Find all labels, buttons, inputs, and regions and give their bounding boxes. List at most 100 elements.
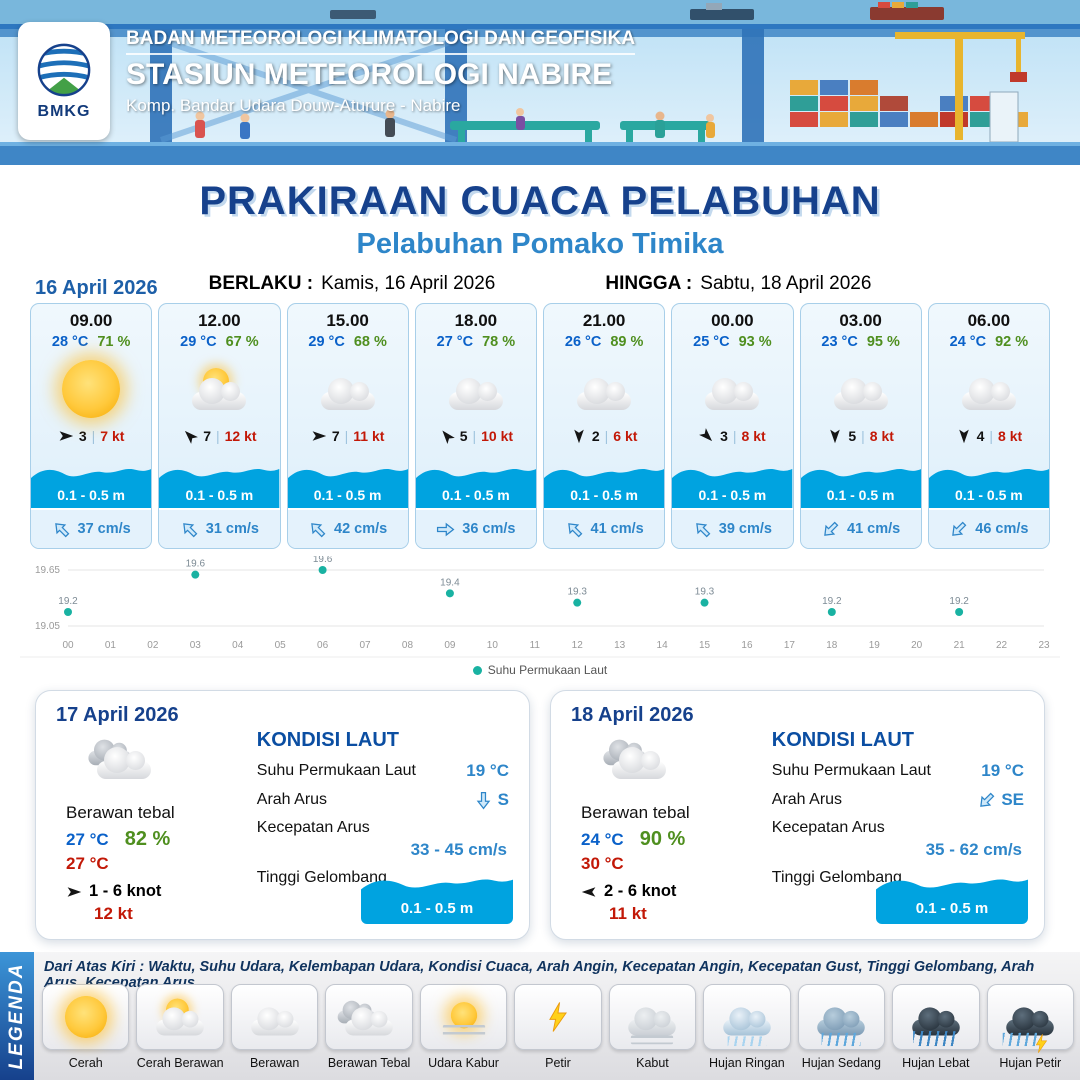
- current-row: 41 cm/s: [800, 508, 921, 548]
- forecast-card: 03.00 23 °C 95 % 5 | 8 kt 0.1 - 0.5 m: [799, 303, 922, 549]
- current-row: 42 cm/s: [287, 508, 408, 548]
- wind-speed: 8 kt: [869, 428, 894, 444]
- current-direction-letter: SE: [1001, 790, 1024, 809]
- wind-direction-icon: [958, 429, 969, 444]
- svg-text:19.4: 19.4: [440, 577, 460, 588]
- wave-height-value: 0.1 - 0.5 m: [442, 487, 510, 503]
- temp-min: 24 °C: [581, 830, 624, 849]
- legend-item-label: Udara Kabur: [428, 1056, 499, 1070]
- temp-humidity-row: 29 °C 67 %: [180, 334, 259, 350]
- card-weather-icon-slot: [568, 351, 640, 427]
- daily-card-17: 17 April 2026 Berawan tebal 27 °C 82 % 2…: [35, 690, 530, 940]
- udara-kabur-icon: [432, 991, 495, 1042]
- svg-text:14: 14: [657, 640, 669, 651]
- sea-conditions-title: KONDISI LAUT: [771, 729, 914, 751]
- legend-item: Hujan Lebat: [892, 984, 980, 1070]
- berawan-icon: [696, 360, 768, 418]
- daily-weather-icon-slot: [603, 729, 675, 791]
- svg-text:02: 02: [147, 640, 159, 651]
- legend-item-icon-box: [230, 984, 319, 1050]
- crane: [895, 32, 1027, 140]
- cerah-berawan-icon: [183, 360, 255, 418]
- svg-text:23: 23: [1038, 640, 1050, 651]
- card-humidity: 95 %: [866, 334, 900, 350]
- card-time: 15.00: [326, 311, 369, 330]
- current-speed: 37 cm/s: [77, 521, 131, 537]
- current-direction-row: Arah Arus SE: [772, 790, 1024, 810]
- divider: |: [472, 428, 477, 444]
- current-direction-icon: [824, 521, 839, 536]
- harbor-illustration: [0, 0, 1080, 165]
- station-name: STASIUN METEOROLOGI NABIRE: [126, 58, 613, 91]
- svg-text:11: 11: [530, 640, 541, 651]
- bmkg-logo-icon: [37, 43, 91, 97]
- current-speed-value: 33 - 45 cm/s: [410, 840, 507, 859]
- wave-icon: [159, 469, 280, 510]
- svg-text:19.6: 19.6: [186, 559, 206, 570]
- wave-height-band: 0.1 - 0.5 m: [159, 462, 280, 510]
- wave-height-value: 0.1 - 0.5 m: [698, 487, 767, 503]
- legend-item-icon-box: [892, 984, 980, 1050]
- legend-item-label: Hujan Ringan: [709, 1056, 785, 1070]
- wind-speed: 11 kt: [353, 428, 385, 444]
- card-time: 21.00: [582, 311, 626, 330]
- wind-direction-icon: [574, 429, 584, 444]
- kabut-icon: [621, 991, 684, 1045]
- bmkg-logo-label: BMKG: [37, 103, 91, 120]
- card-temperature: 28 °C: [51, 334, 89, 350]
- divider: |: [604, 428, 609, 444]
- card-temperature: 29 °C: [180, 334, 217, 350]
- cerah-icon: [55, 360, 127, 418]
- current-row: 37 cm/s: [31, 508, 152, 548]
- berawan-tebal-icon: [337, 991, 400, 1042]
- current-direction-icon: [437, 522, 455, 536]
- berawan-icon: [243, 991, 306, 1042]
- legend-item-icon-box: [608, 984, 697, 1050]
- sst-value: 19 °C: [466, 761, 509, 780]
- current-row: 31 cm/s: [159, 508, 280, 548]
- wind-value: 3: [78, 428, 87, 444]
- current-row: 41 cm/s: [544, 508, 665, 548]
- wind-row: 7 | 12 kt: [182, 428, 257, 444]
- legend-item-label: Kabut: [636, 1056, 669, 1070]
- wave-height-value: 0.1 - 0.5 m: [185, 487, 254, 503]
- current-row: 39 cm/s: [672, 508, 793, 548]
- card-temperature: 24 °C: [949, 334, 987, 350]
- daily-date: 18 April 2026: [571, 704, 694, 726]
- legend-item-icon-box: [325, 984, 413, 1050]
- card-temperature: 27 °C: [436, 334, 474, 350]
- daily-card-18: 18 April 2026 Berawan tebal 24 °C 90 % 3…: [550, 690, 1045, 940]
- berawan-icon: [825, 360, 897, 418]
- legend-item-icon-box: [703, 984, 791, 1050]
- legend-item-icon-box: [986, 984, 1074, 1053]
- people: [195, 108, 715, 139]
- wind-speed: 10 kt: [481, 428, 514, 444]
- temp-humidity-row: 25 °C 93 %: [693, 334, 772, 350]
- svg-text:09: 09: [444, 640, 456, 651]
- legend-item-label: Hujan Lebat: [902, 1056, 970, 1070]
- current-speed-row: Kecepatan Arus: [772, 819, 1024, 837]
- forecast-card: 21.00 26 °C 89 % 2 | 6 kt 0.1 - 0.5 m: [543, 303, 666, 549]
- forecast-card: 18.00 27 °C 78 % 5 | 10 kt 0.1 - 0.5 m: [414, 303, 537, 549]
- wave-height-value: 0.1 - 0.5 m: [313, 487, 382, 503]
- current-direction-icon: [54, 522, 69, 537]
- wave-height-value: 0.1 - 0.5 m: [57, 487, 125, 503]
- condition-label: Berawan tebal: [66, 803, 175, 822]
- wind-speed: 6 kt: [613, 428, 638, 444]
- legend-item-icon-box: [514, 984, 602, 1050]
- hujan-lebat-icon: [904, 991, 967, 1047]
- port-name: Pelabuhan Pomako Timika: [356, 228, 724, 260]
- svg-text:00: 00: [62, 640, 74, 651]
- current-direction-label: Arah Arus: [771, 791, 843, 808]
- wave-icon: [672, 469, 793, 510]
- daily-weather-icon-slot: [88, 729, 160, 791]
- wave-height-label: Tinggi Gelombang: [771, 869, 902, 886]
- legend-tiles-row: Cerah Cerah Berawan Berawan Berawan Teba…: [42, 984, 1074, 1070]
- wind-value: 3: [720, 428, 728, 444]
- sea-conditions-column: KONDISI LAUT Suhu Permukaan Laut 19 °C A…: [251, 729, 513, 924]
- legend-item-icon-box: [419, 984, 508, 1050]
- legend-item-icon-box: [136, 984, 224, 1050]
- wind-row: 3 | 8 kt: [699, 428, 766, 444]
- current-speed: 46 cm/s: [975, 521, 1029, 537]
- svg-text:03: 03: [190, 640, 202, 651]
